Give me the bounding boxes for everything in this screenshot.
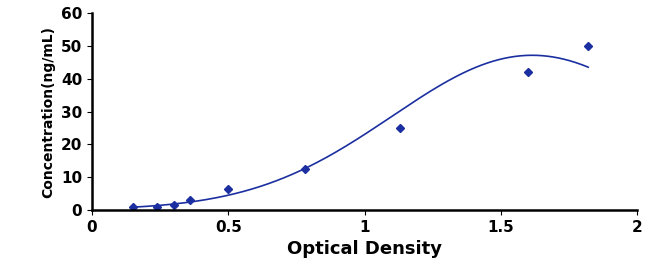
Y-axis label: Concentration(ng/mL): Concentration(ng/mL)	[41, 26, 55, 198]
X-axis label: Optical Density: Optical Density	[287, 240, 442, 258]
